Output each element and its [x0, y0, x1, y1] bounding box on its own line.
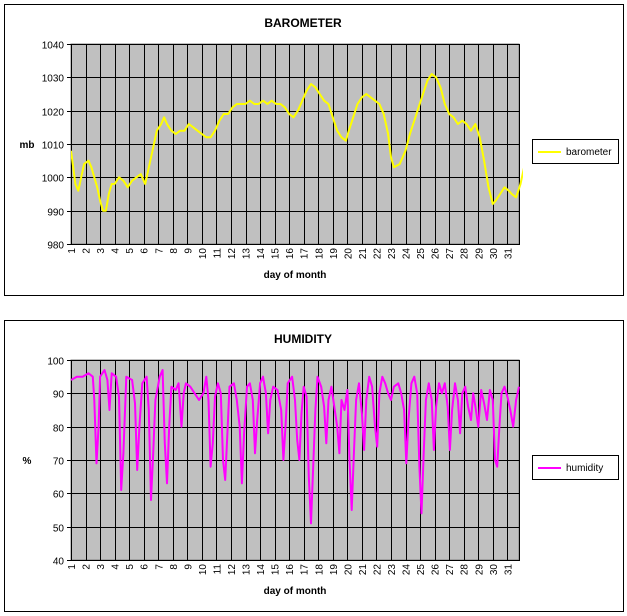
- barometer-xtick-label: 16: [285, 248, 296, 260]
- barometer-xtick-label: 23: [387, 248, 398, 260]
- humidity-xtick-label: 24: [402, 564, 413, 576]
- barometer-xtick-label: 11: [212, 248, 223, 259]
- humidity-xtick-label: 23: [387, 564, 398, 576]
- humidity-xtick-label: 14: [256, 564, 267, 576]
- barometer-xtick-label: 31: [503, 248, 514, 260]
- barometer-series-line-barometer: [71, 73, 523, 212]
- barometer-legend-label: barometer: [566, 147, 612, 158]
- humidity-xtick-label: 16: [285, 564, 296, 576]
- humidity-ytick-label: 100: [47, 357, 64, 368]
- humidity-xtick-label: 19: [329, 564, 340, 576]
- humidity-xtick-label: 15: [271, 564, 282, 576]
- barometer-xtick-label: 12: [227, 248, 238, 260]
- barometer-ytick-label: 980: [47, 241, 64, 252]
- humidity-plot-border: [71, 360, 520, 561]
- humidity-xtick-label: 28: [460, 564, 471, 576]
- barometer-ytick-label: 1030: [42, 74, 65, 85]
- humidity-ytick-label: 40: [53, 557, 65, 568]
- humidity-xtick-label: 29: [474, 564, 485, 576]
- barometer-ytick-label: 1010: [42, 141, 65, 152]
- barometer-y-axis-label: mb: [20, 140, 35, 151]
- barometer-xtick-label: 8: [169, 248, 180, 254]
- humidity-ytick-label: 70: [53, 457, 65, 468]
- barometer-xtick-label: 13: [242, 248, 253, 260]
- barometer-xtick-label: 21: [358, 248, 369, 260]
- humidity-xtick-label: 26: [431, 564, 442, 576]
- humidity-xtick-label: 6: [140, 564, 151, 570]
- barometer-ytick-label: 1020: [42, 108, 65, 119]
- barometer-title: BAROMETER: [264, 16, 342, 30]
- humidity-title: HUMIDITY: [274, 332, 332, 346]
- humidity-xtick-label: 4: [111, 564, 122, 570]
- humidity-xtick-label: 1: [67, 564, 78, 570]
- humidity-xtick-label: 2: [82, 564, 93, 570]
- barometer-xtick-label: 4: [111, 248, 122, 254]
- humidity-xtick-label: 31: [503, 564, 514, 576]
- barometer-xtick-label: 26: [431, 248, 442, 260]
- humidity-xtick-label: 21: [358, 564, 369, 576]
- barometer-xtick-label: 5: [125, 248, 136, 254]
- barometer-xtick-label: 15: [271, 248, 282, 260]
- barometer-xtick-label: 1: [67, 248, 78, 254]
- barometer-xtick-label: 7: [154, 248, 165, 254]
- barometer-xtick-label: 9: [183, 248, 194, 254]
- barometer-xtick-label: 30: [489, 248, 500, 260]
- barometer-xtick-label: 3: [96, 248, 107, 254]
- barometer-xtick-label: 22: [372, 248, 383, 260]
- barometer-ytick-label: 1040: [42, 41, 65, 52]
- humidity-xtick-label: 8: [169, 564, 180, 570]
- humidity-xtick-label: 13: [242, 564, 253, 576]
- humidity-ytick-label: 80: [53, 424, 65, 435]
- humidity-xtick-label: 30: [489, 564, 500, 576]
- barometer-plot-border: [71, 44, 520, 245]
- humidity-xtick-label: 5: [125, 564, 136, 570]
- barometer-xtick-label: 2: [82, 248, 93, 254]
- humidity-xtick-label: 7: [154, 564, 165, 570]
- barometer-x-axis-label: day of month: [264, 270, 327, 281]
- humidity-xtick-label: 18: [314, 564, 325, 576]
- humidity-series-line-humidity: [71, 369, 520, 525]
- humidity-xtick-label: 9: [183, 564, 194, 570]
- humidity-xtick-label: 20: [343, 564, 354, 576]
- humidity-legend-label: humidity: [566, 463, 603, 474]
- humidity-xtick-label: 27: [445, 564, 456, 576]
- humidity-x-axis-label: day of month: [264, 586, 327, 597]
- humidity-xtick-label: 11: [212, 564, 223, 575]
- humidity-xtick-label: 3: [96, 564, 107, 570]
- barometer-xtick-label: 6: [140, 248, 151, 254]
- humidity-ytick-label: 90: [53, 390, 65, 401]
- barometer-ytick-label: 1000: [42, 174, 65, 185]
- barometer-xtick-label: 25: [416, 248, 427, 260]
- humidity-xtick-label: 10: [198, 564, 209, 576]
- humidity-chart: HUMIDITY 40 50 60 70 80 90 100 1 2 3 4 5 6 7 8 9 10 11 12 13…: [4, 320, 624, 612]
- barometer-ytick-label: 990: [47, 208, 64, 219]
- humidity-y-axis-label: %: [23, 456, 32, 467]
- humidity-xtick-label: 17: [300, 564, 311, 576]
- humidity-legend: humidity: [532, 455, 619, 480]
- barometer-xtick-label: 24: [402, 248, 413, 260]
- barometer-xtick-label: 10: [198, 248, 209, 260]
- barometer-xtick-label: 17: [300, 248, 311, 260]
- barometer-xtick-label: 29: [474, 248, 485, 260]
- barometer-legend: barometer: [532, 139, 619, 164]
- barometer-xtick-label: 20: [343, 248, 354, 260]
- barometer-xtick-label: 27: [445, 248, 456, 260]
- humidity-xtick-label: 25: [416, 564, 427, 576]
- humidity-xtick-label: 12: [227, 564, 238, 576]
- barometer-xtick-label: 18: [314, 248, 325, 260]
- humidity-xtick-label: 22: [372, 564, 383, 576]
- barometer-xtick-label: 14: [256, 248, 267, 260]
- humidity-ytick-label: 50: [53, 524, 65, 535]
- barometer-xtick-label: 19: [329, 248, 340, 260]
- humidity-ytick-label: 60: [53, 490, 65, 501]
- barometer-xtick-label: 28: [460, 248, 471, 260]
- barometer-chart: BAROMETER 980 990 1000 1010 1020 1030 1040 1 2 3 4 5…: [4, 4, 624, 296]
